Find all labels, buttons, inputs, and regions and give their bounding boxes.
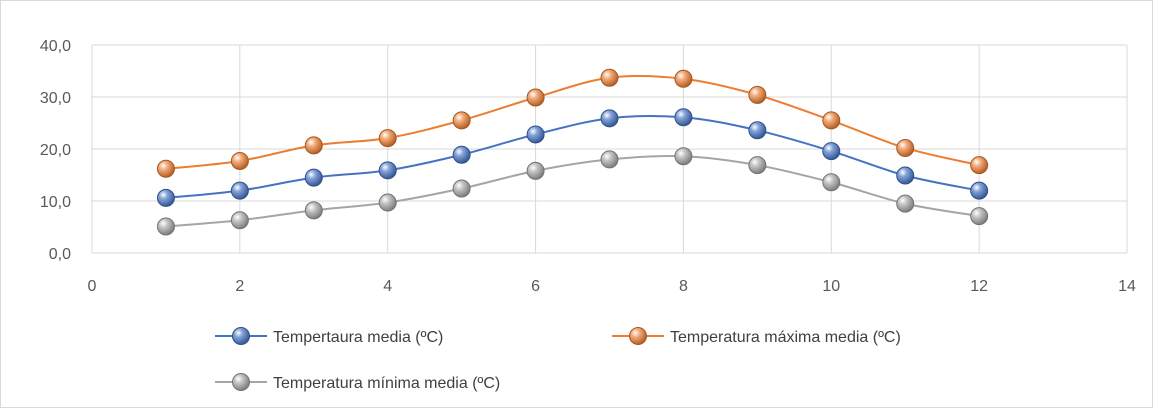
y-tick-label: 10,0 — [40, 194, 71, 211]
data-point — [896, 138, 915, 157]
data-point — [452, 145, 471, 164]
series-2 — [156, 68, 989, 178]
y-tick-label: 0,0 — [49, 246, 71, 263]
legend-item: Tempertaura media (ºC) — [215, 327, 443, 346]
y-tick-label: 30,0 — [40, 90, 71, 107]
data-point — [526, 125, 545, 144]
data-point — [378, 161, 397, 180]
data-point — [674, 69, 693, 88]
series-1 — [156, 108, 989, 207]
x-tick-label: 0 — [88, 278, 97, 295]
data-point — [526, 88, 545, 107]
series-3 — [156, 147, 989, 236]
y-tick-label: 40,0 — [40, 38, 71, 55]
x-tick-label: 12 — [970, 278, 988, 295]
x-tick-label: 8 — [679, 278, 688, 295]
data-point — [156, 159, 175, 178]
data-point — [748, 85, 767, 104]
data-point — [600, 150, 619, 169]
data-point — [304, 136, 323, 155]
data-point — [600, 109, 619, 128]
data-point — [230, 211, 249, 230]
data-point — [304, 201, 323, 220]
data-point — [600, 68, 619, 87]
series-line — [165, 114, 980, 199]
series-group — [156, 68, 989, 236]
x-tick-label: 4 — [383, 278, 392, 295]
data-point — [896, 166, 915, 185]
legend-item: Temperatura máxima media (ºC) — [612, 327, 901, 346]
data-point — [748, 121, 767, 140]
legend-label: Temperatura máxima media (ºC) — [670, 329, 901, 346]
data-point — [674, 108, 693, 127]
legend-marker — [629, 327, 647, 345]
data-point — [156, 188, 175, 207]
data-point — [970, 207, 989, 226]
legend-label: Tempertaura media (ºC) — [273, 329, 443, 346]
x-axis-ticks: 0 2 4 6 8 10 12 14 — [88, 278, 1136, 295]
data-point — [378, 193, 397, 212]
data-point — [896, 194, 915, 213]
data-point — [748, 156, 767, 175]
data-point — [156, 217, 175, 236]
data-point — [452, 179, 471, 198]
series-line — [165, 74, 980, 170]
data-point — [452, 111, 471, 130]
gridlines — [91, 44, 1128, 254]
data-point — [230, 181, 249, 200]
data-point — [970, 181, 989, 200]
data-point — [822, 173, 841, 192]
data-point — [822, 142, 841, 161]
series-line — [165, 155, 980, 228]
legend-marker — [232, 373, 250, 391]
data-point — [822, 111, 841, 130]
legend-item: Temperatura mínima media (ºC) — [215, 373, 500, 392]
y-tick-label: 20,0 — [40, 142, 71, 159]
data-point — [230, 151, 249, 170]
data-point — [970, 156, 989, 175]
x-tick-label: 6 — [531, 278, 540, 295]
data-point — [674, 147, 693, 166]
y-axis-ticks: 0,0 10,0 20,0 30,0 40,0 — [40, 38, 71, 263]
legend-label: Temperatura mínima media (ºC) — [273, 375, 500, 392]
x-tick-label: 10 — [822, 278, 840, 295]
data-point — [526, 161, 545, 180]
x-tick-label: 2 — [235, 278, 244, 295]
data-point — [378, 129, 397, 148]
x-tick-label: 14 — [1118, 278, 1136, 295]
data-point — [304, 168, 323, 187]
legend: Tempertaura media (ºC) Temperatura máxima… — [215, 327, 901, 392]
legend-marker — [232, 327, 250, 345]
